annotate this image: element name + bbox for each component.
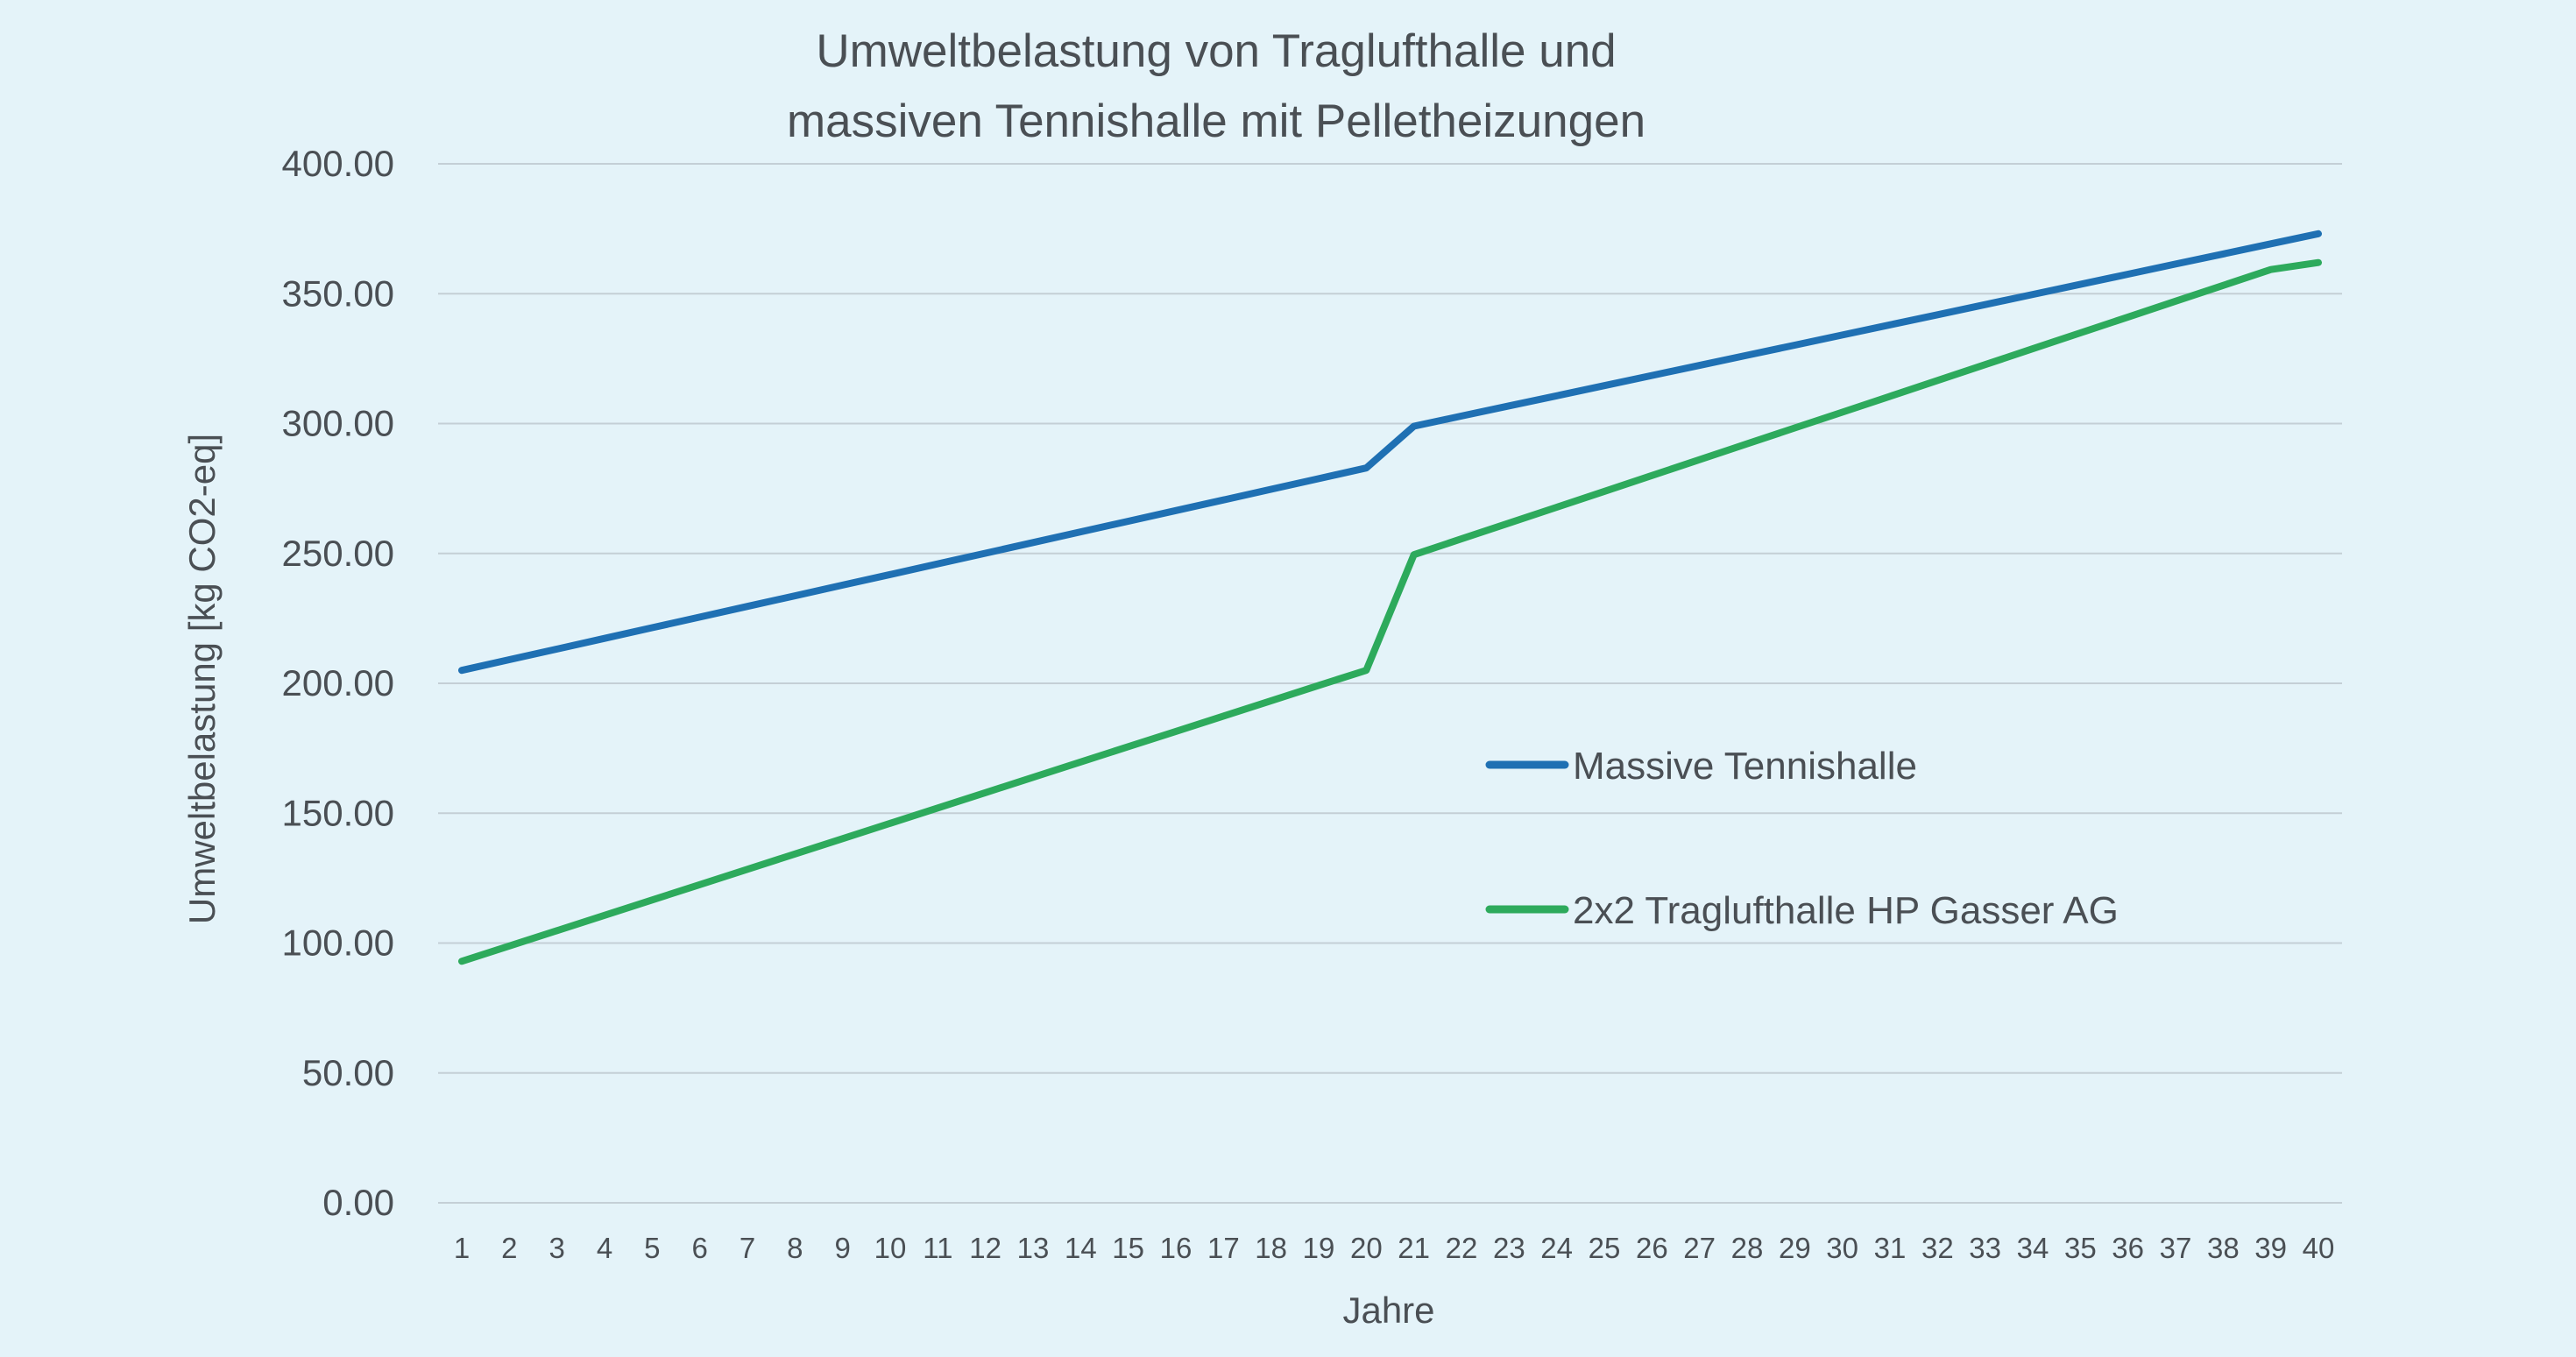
x-axis-ticks: 1 2 3 4 5 6 7 8 9 10 11 12 13 14 15 16 17 18 19 20 21 22 23 24 2… [454, 1232, 2335, 1264]
y-axis-ticks: 0.00 50.00 100.00 150.00 200.00 250.00 300.00 3… [282, 143, 394, 1223]
x-tick-label: 16 [1160, 1232, 1192, 1264]
y-tick-label: 50.00 [302, 1052, 394, 1093]
x-tick-label: 5 [644, 1232, 660, 1264]
x-tick-label: 25 [1589, 1232, 1621, 1264]
x-tick-label: 40 [2303, 1232, 2335, 1264]
y-tick-label: 0.00 [322, 1182, 394, 1223]
x-tick-label: 21 [1398, 1232, 1430, 1264]
x-tick-label: 4 [597, 1232, 612, 1264]
x-tick-label: 23 [1493, 1232, 1525, 1264]
x-tick-label: 10 [874, 1232, 907, 1264]
x-axis-label: Jahre [1342, 1290, 1434, 1331]
y-tick-label: 150.00 [282, 792, 394, 833]
x-tick-label: 15 [1112, 1232, 1144, 1264]
x-tick-label: 28 [1731, 1232, 1764, 1264]
x-tick-label: 2 [501, 1232, 517, 1264]
x-tick-label: 11 [923, 1232, 952, 1264]
x-tick-label: 24 [1540, 1232, 1573, 1264]
x-tick-label: 31 [1874, 1232, 1907, 1264]
series-line-1 [458, 230, 2322, 675]
x-tick-label: 9 [834, 1232, 850, 1264]
series-lines [458, 230, 2322, 965]
x-tick-label: 32 [1921, 1232, 1954, 1264]
x-tick-label: 6 [691, 1232, 707, 1264]
x-tick-label: 20 [1350, 1232, 1383, 1264]
x-tick-label: 35 [2064, 1232, 2097, 1264]
x-tick-label: 39 [2254, 1232, 2287, 1264]
x-tick-label: 34 [2017, 1232, 2049, 1264]
y-tick-label: 400.00 [282, 143, 394, 184]
x-tick-label: 29 [1779, 1232, 1811, 1264]
series-line-2 [458, 258, 2322, 965]
x-tick-label: 1 [454, 1232, 470, 1264]
x-tick-label: 33 [1969, 1232, 2001, 1264]
x-tick-label: 7 [740, 1232, 755, 1264]
x-tick-label: 13 [1017, 1232, 1050, 1264]
x-tick-label: 27 [1683, 1232, 1716, 1264]
x-tick-label: 38 [2207, 1232, 2240, 1264]
x-tick-label: 22 [1446, 1232, 1478, 1264]
x-tick-label: 37 [2160, 1232, 2192, 1264]
legend-label-2: 2x2 Traglufthalle HP Gasser AG [1573, 889, 2119, 932]
x-tick-label: 14 [1065, 1232, 1097, 1264]
y-axis-label: Umweltbelastung [kg CO2-eq] [181, 434, 223, 924]
x-tick-label: 26 [1636, 1232, 1668, 1264]
y-tick-label: 250.00 [282, 533, 394, 574]
y-tick-label: 100.00 [282, 922, 394, 964]
x-tick-label: 3 [548, 1232, 564, 1264]
legend-label-1: Massive Tennishalle [1573, 745, 1917, 788]
x-tick-label: 8 [787, 1232, 803, 1264]
y-tick-label: 200.00 [282, 662, 394, 703]
x-tick-label: 36 [2112, 1232, 2144, 1264]
x-tick-label: 12 [969, 1232, 1001, 1264]
x-tick-label: 30 [1826, 1232, 1858, 1264]
chart-title-line-2: massiven Tennishalle mit Pelletheizungen [787, 95, 1645, 147]
chart-title-line-1: Umweltbelastung von Traglufthalle und [816, 25, 1616, 77]
y-tick-label: 300.00 [282, 403, 394, 444]
x-tick-label: 19 [1303, 1232, 1335, 1264]
legend: Massive Tennishalle 2x2 Traglufthalle HP … [1485, 745, 2119, 932]
gridlines [438, 163, 2342, 1204]
x-tick-label: 17 [1207, 1232, 1240, 1264]
x-tick-label: 18 [1255, 1232, 1287, 1264]
y-tick-label: 350.00 [282, 272, 394, 314]
